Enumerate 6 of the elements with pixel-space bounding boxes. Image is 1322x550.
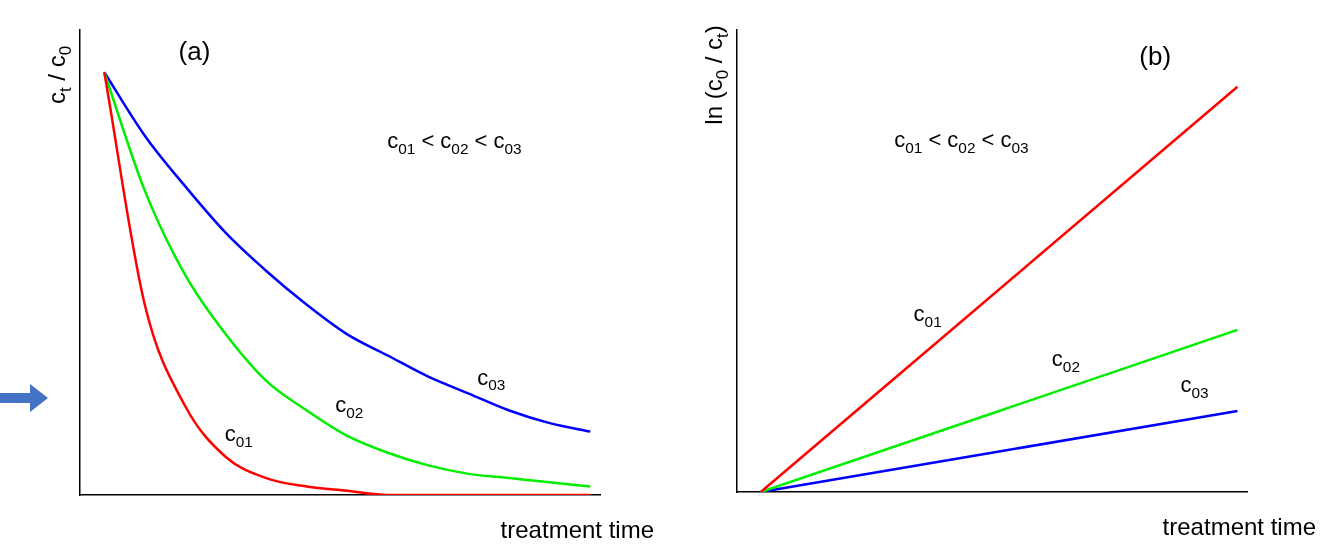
- x-axis-title: treatment time: [1162, 512, 1316, 540]
- chart-title: (a): [178, 36, 211, 67]
- chart-title: (b): [1139, 40, 1172, 71]
- x-axis-title: treatment time: [500, 515, 654, 543]
- y-axis-title: ln (c0 / ct): [699, 25, 733, 125]
- y-axis-title: ct / c0: [42, 45, 76, 104]
